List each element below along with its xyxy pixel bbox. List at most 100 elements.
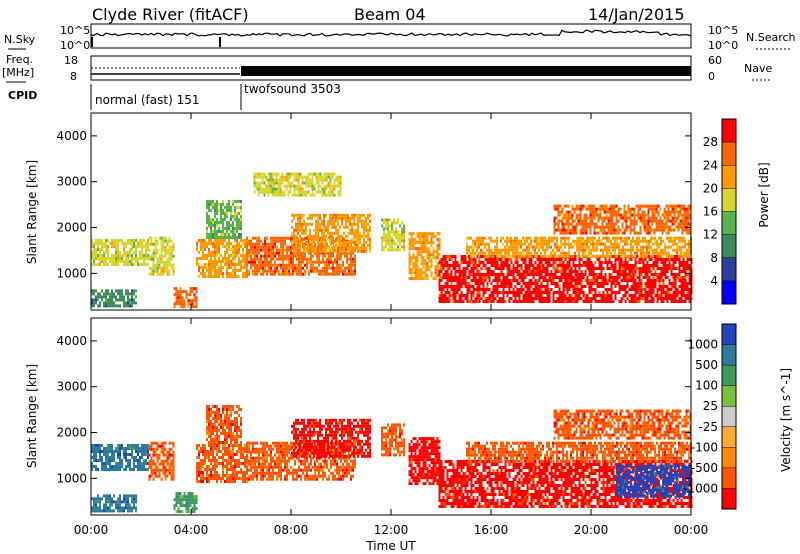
power-echo-cell: [609, 207, 612, 211]
power-echo-cell: [594, 236, 596, 240]
power-echo-cell: [224, 263, 226, 266]
power-echo-cell: [195, 287, 198, 291]
power-echo-cell: [660, 242, 662, 246]
power-echo-cell: [344, 269, 346, 273]
power-echo-cell: [250, 266, 252, 270]
power-echo-cell: [672, 248, 674, 252]
power-echo-cell: [148, 272, 151, 276]
power-echo-cell: [298, 260, 300, 264]
nsearch-tick-bottom: 10^0: [708, 39, 738, 52]
power-echo-cell: [337, 193, 340, 197]
power-echo-cell: [508, 282, 511, 285]
power-echo-cell: [618, 273, 621, 276]
power-echo-cell: [570, 282, 573, 285]
power-echo-cell: [236, 263, 238, 266]
power-echo-cell: [285, 172, 288, 176]
power-echo-cell: [328, 260, 330, 264]
power-echo-cell: [238, 245, 240, 248]
power-echo-cell: [590, 297, 593, 300]
power-echo-cell: [590, 264, 593, 267]
power-echo-cell: [577, 222, 580, 226]
power-echo-cell: [268, 245, 270, 249]
power-echo-cell: [570, 242, 572, 246]
power-echo-cell: [179, 293, 182, 297]
power-echo-cell: [688, 242, 690, 246]
power-echo-cell: [156, 239, 159, 243]
power-echo-cell: [672, 261, 675, 264]
power-echo-cell: [438, 238, 441, 242]
power-echo-cell: [97, 257, 99, 260]
power-echo-cell: [684, 239, 686, 243]
power-echo-cell: [367, 228, 369, 232]
power-echo-cell: [210, 272, 212, 275]
power-echo-cell: [520, 300, 523, 303]
power-echo-cell: [348, 272, 350, 276]
power-echo-cell: [682, 279, 685, 282]
power-echo-cell: [671, 222, 674, 226]
power-echo-region: [408, 232, 441, 281]
power-echo-cell: [315, 228, 317, 232]
power-echo-cell: [97, 295, 99, 299]
power-echo-cell: [616, 282, 619, 285]
power-echo-cell: [222, 224, 224, 227]
power-echo-cell: [524, 254, 526, 258]
power-echo-cell: [280, 257, 282, 261]
power-echo-cell: [544, 261, 547, 264]
power-echo-cell: [308, 251, 310, 255]
power-echo-cell: [608, 279, 611, 282]
power-echo-cell: [218, 269, 220, 272]
power-echo-cell: [450, 276, 453, 279]
power-echo-cell: [550, 236, 552, 240]
power-echo-cell: [642, 248, 644, 252]
power-echo-cell: [572, 261, 575, 264]
power-echo-cell: [594, 267, 597, 270]
power-echo-cell: [210, 242, 212, 245]
power-echo-cell: [658, 285, 661, 288]
power-echo-cell: [399, 233, 401, 237]
power-echo-cell: [193, 299, 196, 303]
power-echo-cell: [674, 273, 677, 276]
power-echo-cell: [688, 276, 691, 279]
power-echo-cell: [214, 227, 216, 230]
power-echo-cell: [656, 264, 659, 267]
power-echo-cell: [630, 264, 633, 267]
power-echo-cell: [299, 213, 301, 217]
power-echo-cell: [265, 187, 268, 191]
power-echo-cell: [597, 213, 600, 217]
power-echo-cell: [581, 231, 584, 235]
power-echo-cell: [665, 216, 668, 220]
power-echo-cell: [567, 228, 570, 232]
power-echo-cell: [240, 227, 242, 230]
power-echo-cell: [206, 212, 208, 215]
power-echo-cell: [147, 254, 149, 257]
power-echo-cell: [328, 263, 330, 267]
power-echo-cell: [454, 273, 457, 276]
power-echo-cell: [656, 248, 658, 252]
power-echo-cell: [651, 216, 654, 220]
power-echo-cell: [206, 206, 208, 209]
power-echo-cell: [206, 245, 208, 248]
power-echo-cell: [200, 272, 202, 275]
power-echo-cell: [514, 245, 516, 249]
power-echo-cell: [152, 269, 155, 273]
power-echo-cell: [596, 300, 599, 303]
power-echo-cell: [651, 210, 654, 214]
power-echo-cell: [486, 276, 489, 279]
power-echo-cell: [424, 250, 427, 254]
power-echo-cell: [329, 181, 332, 185]
power-echo-cell: [564, 276, 567, 279]
power-echo-cell: [596, 267, 599, 270]
power-echo-cell: [345, 225, 347, 229]
power-echo-cell: [589, 213, 592, 217]
power-echo-cell: [684, 242, 686, 246]
power-echo-cell: [514, 300, 517, 303]
power-echo-cell: [224, 251, 226, 254]
power-echo-cell: [285, 175, 288, 179]
power-echo-cell: [478, 279, 481, 282]
power-echo-cell: [526, 245, 528, 249]
power-echo-cell: [438, 300, 441, 303]
power-echo-cell: [97, 298, 99, 302]
power-echo-cell: [312, 263, 314, 267]
power-echo-cell: [544, 285, 547, 288]
power-echo-cell: [240, 260, 242, 263]
